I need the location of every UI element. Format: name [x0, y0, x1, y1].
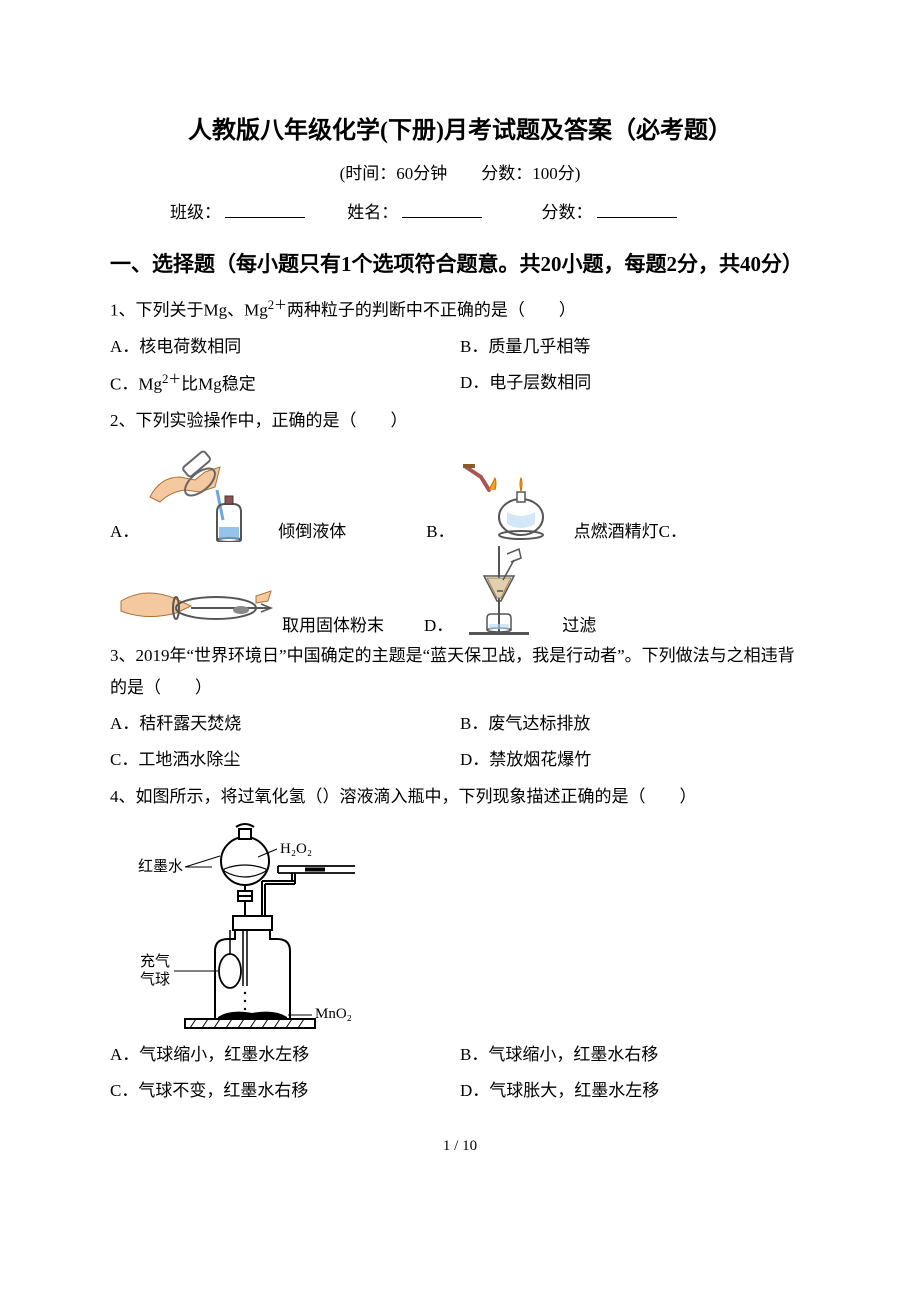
q4-label-balloon1: 充气 [140, 953, 170, 970]
q1-optB: B．质量几乎相等 [460, 331, 810, 363]
q4-optB: B．气球缩小，红墨水右移 [460, 1039, 810, 1071]
q2-txtB: 点燃酒精灯 [557, 517, 659, 542]
q2-txtC: 取用固体粉末 [282, 611, 384, 636]
q2-cellB: B． 点燃酒精灯 C． [426, 462, 687, 542]
q2-cellD: D． 过滤 [424, 546, 596, 636]
q4-label-balloon2: 气球 [140, 971, 170, 988]
q1-stem-pre: 1、下列关于Mg、Mg [110, 301, 268, 320]
q3-options-row1: A．秸秆露天焚烧 B．废气达标排放 [110, 708, 810, 740]
q2-cellC: 取用固体粉末 [110, 581, 384, 636]
q2-txtA: 倾倒液体 [261, 517, 346, 542]
q4-optC: C．气球不变，红墨水右移 [110, 1075, 460, 1107]
q2-lblD: D． [424, 611, 453, 636]
q4-label-h2o2: H₂O₂ [280, 841, 312, 857]
q1-options-row1: A．核电荷数相同 B．质量几乎相等 [110, 331, 810, 363]
q4-optD: D．气球胀大，红墨水左移 [460, 1075, 810, 1107]
q2-txtD: 过滤 [545, 611, 596, 636]
page-title: 人教版八年级化学(下册)月考试题及答案（必考题） [110, 110, 810, 145]
name-blank [402, 200, 482, 218]
class-label: 班级： [170, 203, 221, 222]
q3-options-row2: C．工地洒水除尘 D．禁放烟花爆竹 [110, 744, 810, 776]
q2-row2: 取用固体粉末 D． 过滤 [110, 546, 810, 636]
q1-stem-post: 两种粒子的判断中不正确的是（ ） [287, 301, 576, 320]
score-label: 分数： [542, 203, 593, 222]
exam-page: 人教版八年级化学(下册)月考试题及答案（必考题） (时间：60分钟 分数：100… [0, 0, 920, 1205]
section-heading: 一、选择题（每小题只有1个选项符合题意。共20小题，每题2分，共40分） [110, 243, 810, 285]
q2-lblC-trail: C． [659, 517, 687, 542]
q2-imgD-filter-icon [459, 546, 539, 636]
q4-options-row2: C．气球不变，红墨水右移 D．气球胀大，红墨水左移 [110, 1075, 810, 1107]
q4-label-redink: 红墨水 [138, 858, 183, 875]
q3-optB: B．废气达标排放 [460, 708, 810, 740]
q3-stem: 3、2019年“世界环境日”中国确定的主题是“蓝天保卫战，我是行动者”。下列做法… [110, 640, 810, 705]
student-info-line: 班级： 姓名： 分数： [110, 198, 810, 223]
q1-optA: A．核电荷数相同 [110, 331, 460, 363]
q1-stem: 1、下列关于Mg、Mg2＋两种粒子的判断中不正确的是（ ） [110, 293, 810, 327]
q4-optA: A．气球缩小，红墨水左移 [110, 1039, 460, 1071]
name-label: 姓名： [347, 203, 398, 222]
q1-optD: D．电子层数相同 [460, 367, 810, 401]
q2-cellA: A． 倾倒液体 [110, 442, 346, 542]
score-blank [597, 200, 677, 218]
class-blank [225, 200, 305, 218]
q2-lblA: A． [110, 517, 139, 542]
q2-imgA-pour-liquid-icon [145, 442, 255, 542]
q1-optC-pre: C．Mg [110, 375, 162, 394]
q2-lblB: B． [426, 517, 454, 542]
q2-row1: A． 倾倒液体 B． [110, 442, 810, 542]
q2-imgC-powder-icon [116, 581, 276, 636]
page-number: 1 / 10 [110, 1138, 810, 1155]
q3-optA: A．秸秆露天焚烧 [110, 708, 460, 740]
q3-optD: D．禁放烟花爆竹 [460, 744, 810, 776]
q1-optC-post: 比Mg稳定 [181, 375, 256, 394]
q2-imgB-alcohol-lamp-icon [461, 462, 551, 542]
q2-stem: 2、下列实验操作中，正确的是（ ） [110, 405, 810, 437]
q1-optC-sup: 2＋ [162, 372, 181, 386]
q1-options-row2: C．Mg2＋比Mg稳定 D．电子层数相同 [110, 367, 810, 401]
q1-optC: C．Mg2＋比Mg稳定 [110, 367, 460, 401]
q4-stem: 4、如图所示，将过氧化氢（）溶液滴入瓶中，下列现象描述正确的是（ ） [110, 781, 810, 813]
q4-label-mno2: MnO₂ [315, 1006, 352, 1022]
q1-stem-sup: 2＋ [268, 298, 287, 312]
q4-options-row1: A．气球缩小，红墨水左移 B．气球缩小，红墨水右移 [110, 1039, 810, 1071]
q4-figure: 红墨水 H₂O₂ 充气 气球 MnO₂ [130, 821, 810, 1031]
q3-optC: C．工地洒水除尘 [110, 744, 460, 776]
page-subtitle: (时间：60分钟 分数：100分) [110, 159, 810, 184]
